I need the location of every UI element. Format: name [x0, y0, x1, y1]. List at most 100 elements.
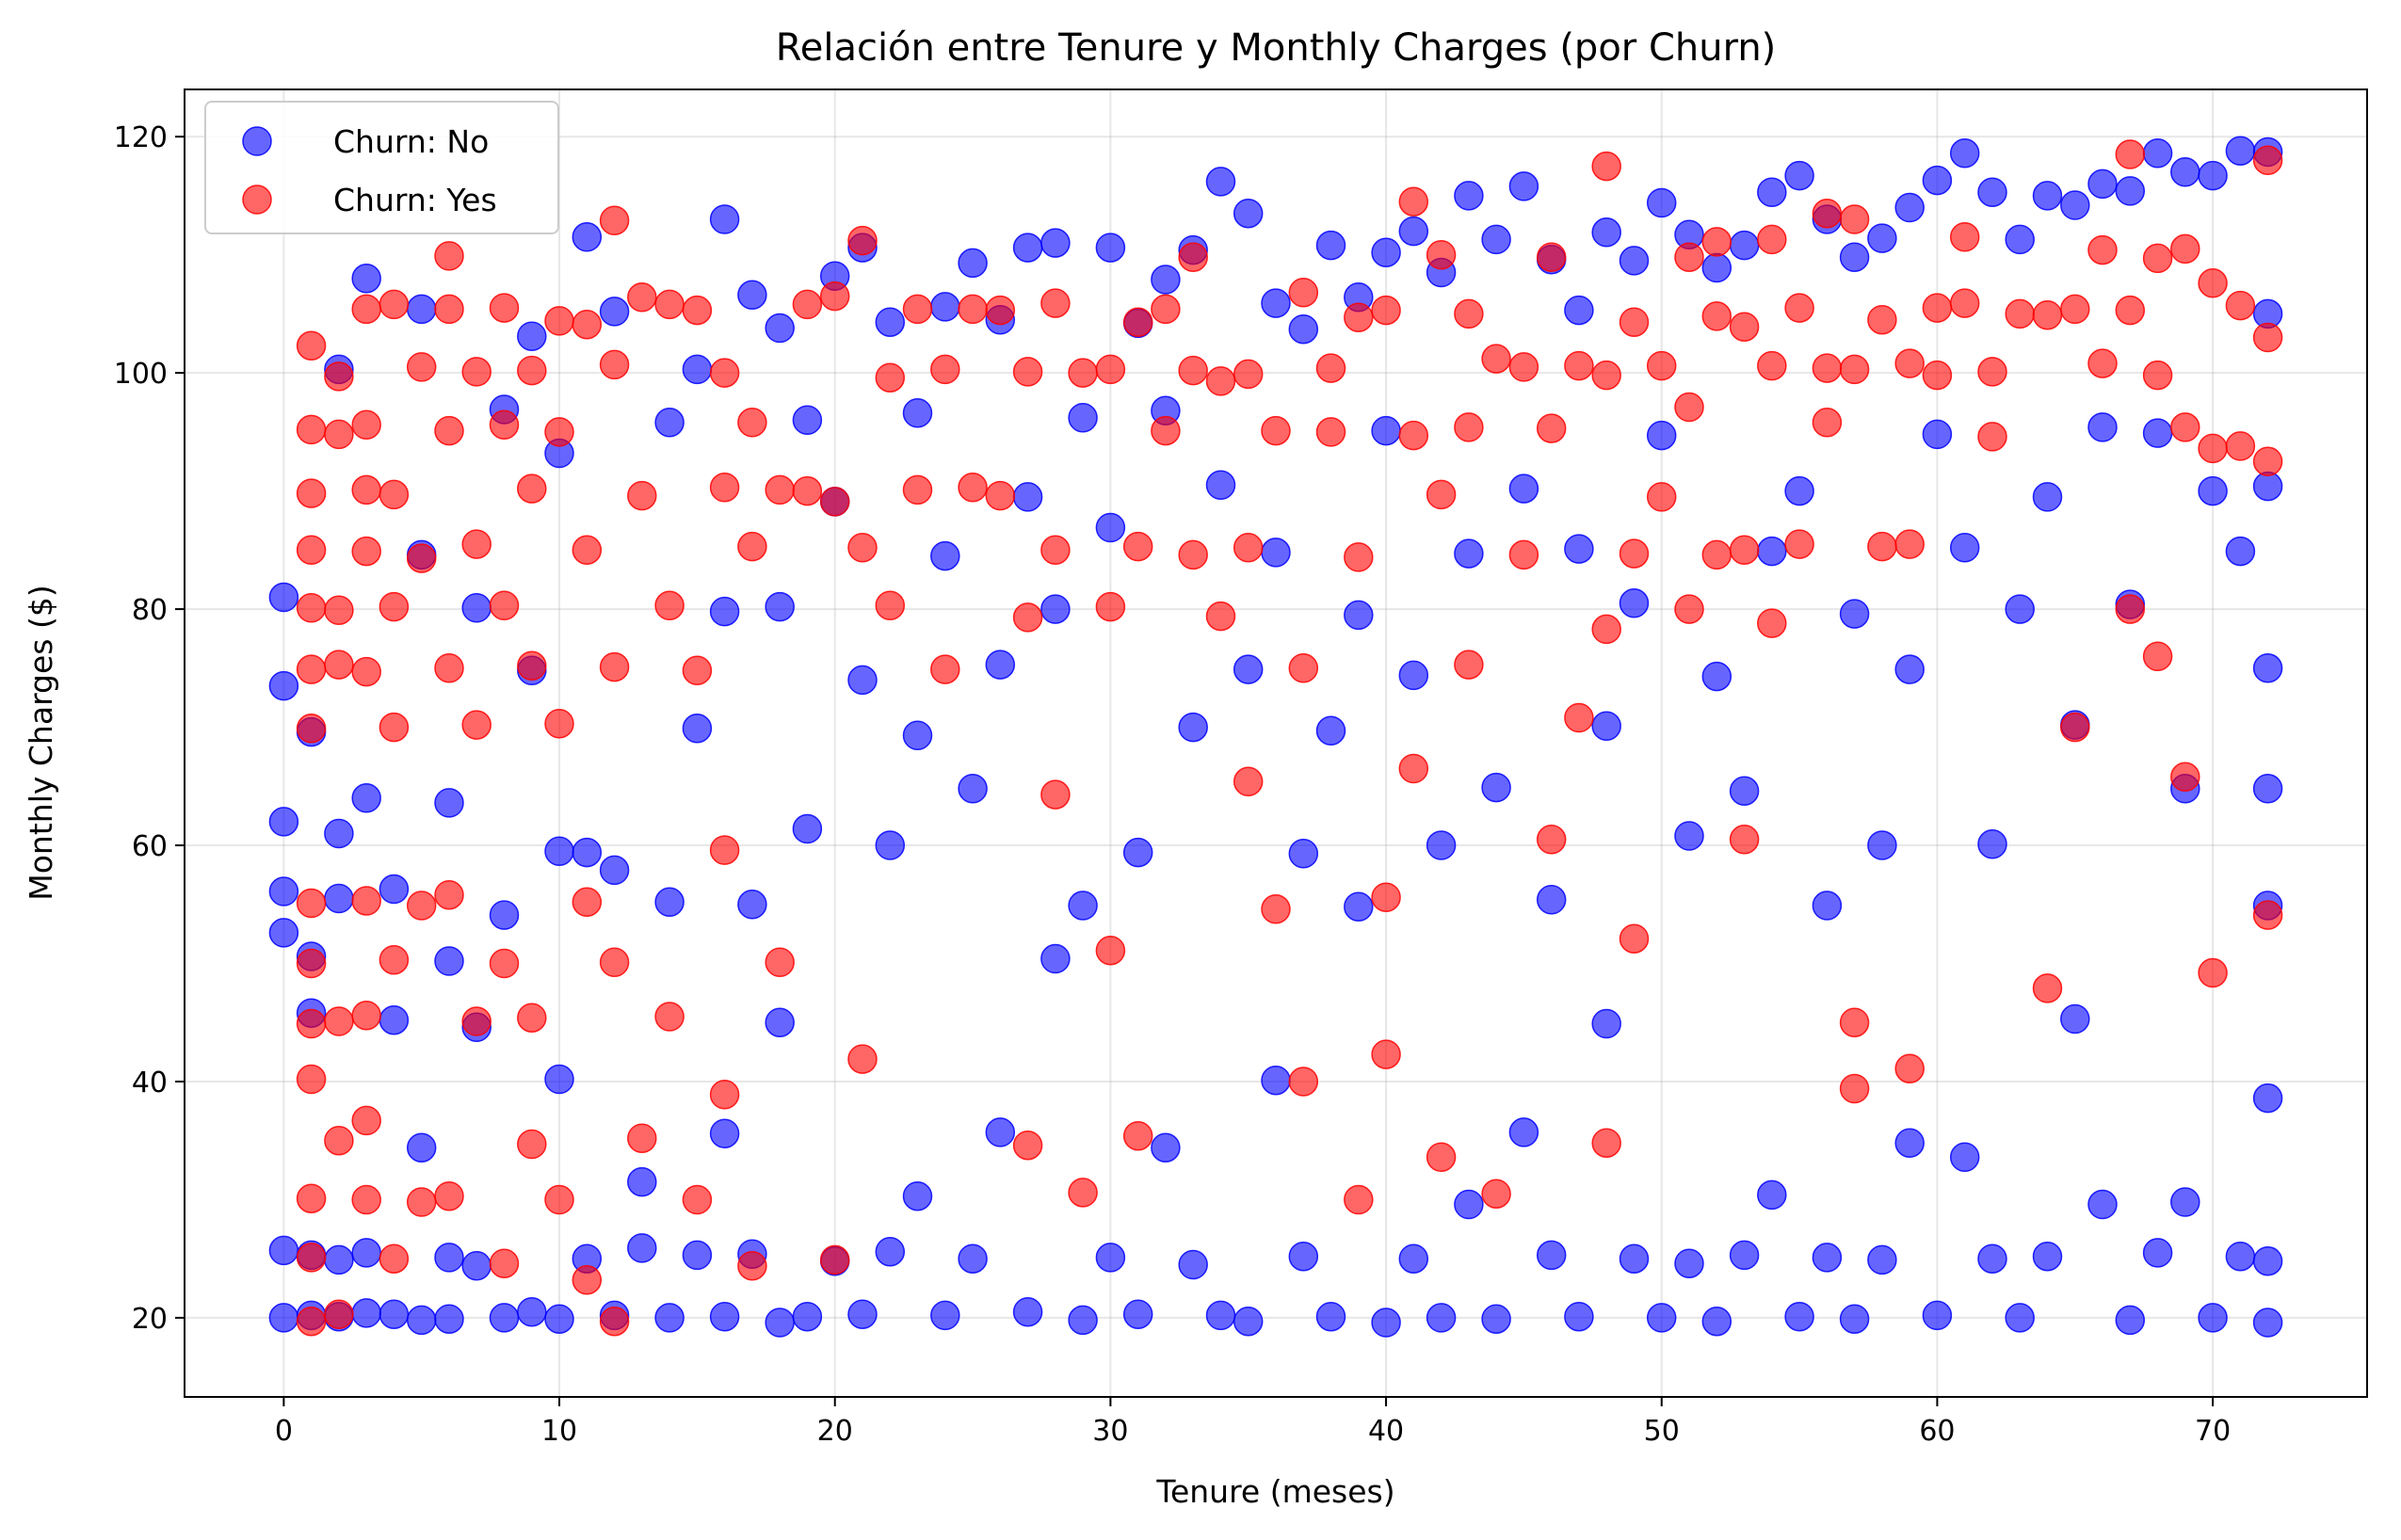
- data-point: [1619, 588, 1650, 618]
- data-point: [268, 807, 299, 837]
- data-point: [1839, 242, 1870, 272]
- data-point: [765, 1007, 795, 1037]
- data-point: [819, 487, 850, 517]
- x-tick-label: 0: [275, 1415, 293, 1448]
- data-point: [1178, 712, 1208, 743]
- data-point: [599, 1306, 630, 1337]
- data-point: [489, 293, 520, 323]
- data-point: [2032, 181, 2063, 211]
- x-tick-label: 50: [1644, 1415, 1680, 1448]
- data-point: [627, 282, 657, 313]
- data-point: [434, 294, 464, 325]
- data-point: [1040, 779, 1071, 810]
- data-point: [489, 1303, 520, 1333]
- data-point: [517, 473, 547, 504]
- x-axis-label: Tenure (meses): [1155, 1473, 1394, 1510]
- data-point: [847, 533, 878, 563]
- data-point: [1922, 165, 1953, 196]
- data-point: [1095, 591, 1126, 622]
- data-point: [2142, 418, 2173, 448]
- data-point: [1178, 355, 1208, 386]
- data-point: [2170, 233, 2200, 265]
- data-point: [461, 1250, 491, 1281]
- data-point: [1040, 288, 1071, 318]
- series-churn-yes: [296, 139, 2283, 1337]
- data-point: [737, 531, 767, 562]
- data-point: [627, 1123, 657, 1153]
- data-point: [2005, 1303, 2035, 1333]
- data-point: [324, 419, 354, 450]
- data-point: [1646, 187, 1677, 218]
- data-point: [765, 1307, 795, 1338]
- data-point: [296, 478, 327, 508]
- data-point: [461, 710, 491, 740]
- data-point: [1977, 422, 2007, 452]
- data-point: [2032, 973, 2063, 1003]
- data-point: [268, 582, 299, 613]
- data-point: [1095, 354, 1126, 385]
- data-point: [1233, 654, 1264, 684]
- data-point: [1454, 298, 1484, 329]
- data-point: [379, 479, 410, 510]
- data-point: [765, 474, 795, 505]
- data-point: [324, 595, 354, 626]
- data-point: [1839, 599, 1870, 629]
- data-point: [2060, 1003, 2090, 1035]
- data-point: [1288, 839, 1319, 869]
- data-point: [599, 297, 630, 327]
- data-point: [654, 408, 685, 438]
- data-point: [2170, 762, 2200, 793]
- data-point: [1536, 825, 1567, 855]
- data-point: [1398, 216, 1429, 247]
- data-point: [765, 591, 795, 622]
- data-point: [902, 294, 933, 325]
- data-point: [517, 321, 547, 351]
- data-point: [296, 888, 327, 919]
- data-point: [2198, 268, 2228, 298]
- data-point: [902, 474, 933, 505]
- data-point: [1398, 186, 1429, 217]
- data-point: [544, 1184, 574, 1215]
- data-point: [2252, 145, 2283, 176]
- data-point: [2225, 1241, 2256, 1272]
- data-point: [737, 1250, 767, 1281]
- data-point: [1867, 531, 1897, 562]
- data-point: [1564, 534, 1594, 564]
- data-point: [985, 1117, 1016, 1147]
- legend-label-churn-no: Churn: No: [333, 123, 489, 160]
- data-point: [1398, 420, 1429, 451]
- data-point: [489, 948, 520, 979]
- chart-title: Relación entre Tenure y Monthly Charges …: [776, 26, 1777, 70]
- data-point: [599, 947, 630, 978]
- data-point: [1233, 533, 1264, 563]
- data-point: [1205, 601, 1236, 632]
- data-point: [1454, 1189, 1484, 1220]
- data-point: [406, 1305, 437, 1336]
- data-point: [351, 783, 381, 813]
- data-point: [351, 409, 381, 441]
- data-point: [1233, 766, 1264, 797]
- data-point: [682, 295, 713, 326]
- y-tick-label: 60: [132, 830, 168, 863]
- data-point: [434, 788, 464, 818]
- data-point: [1949, 533, 1980, 563]
- data-point: [1122, 1120, 1153, 1151]
- data-point: [572, 222, 603, 252]
- data-point: [1564, 295, 1594, 326]
- data-point: [351, 656, 381, 687]
- data-point: [1261, 288, 1291, 318]
- data-point: [461, 529, 491, 559]
- data-point: [2252, 900, 2283, 930]
- data-point: [406, 1187, 437, 1217]
- data-point: [1012, 233, 1043, 263]
- data-point: [1205, 366, 1236, 396]
- data-point: [296, 535, 327, 566]
- data-point: [351, 294, 381, 325]
- data-point: [985, 650, 1016, 680]
- data-point: [2252, 1083, 2283, 1114]
- data-point: [351, 1298, 381, 1328]
- data-point: [682, 1240, 713, 1271]
- data-point: [2198, 433, 2228, 464]
- data-point: [1619, 538, 1650, 569]
